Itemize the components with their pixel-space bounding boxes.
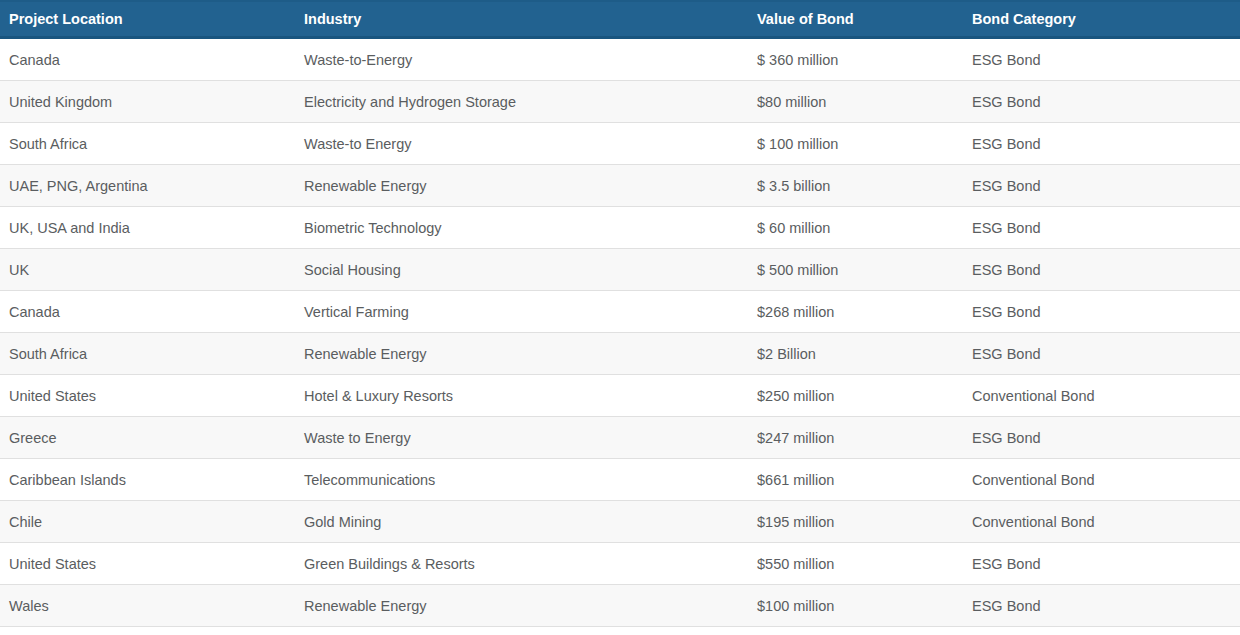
cell-bond-category: ESG Bond	[963, 430, 1240, 446]
table-row: Caribbean Islands Telecommunications $66…	[0, 459, 1240, 501]
cell-project-location: United States	[0, 556, 295, 572]
cell-value-of-bond: $550 million	[748, 556, 963, 572]
cell-industry: Electricity and Hydrogen Storage	[295, 94, 748, 110]
cell-bond-category: ESG Bond	[963, 598, 1240, 614]
cell-project-location: Greece	[0, 430, 295, 446]
cell-industry: Social Housing	[295, 262, 748, 278]
column-header-project-location: Project Location	[0, 11, 295, 27]
cell-industry: Waste-to Energy	[295, 136, 748, 152]
table-row: South Africa Waste-to Energy $ 100 milli…	[0, 123, 1240, 165]
cell-project-location: UAE, PNG, Argentina	[0, 178, 295, 194]
table-row: United States Hotel & Luxury Resorts $25…	[0, 375, 1240, 417]
cell-value-of-bond: $250 million	[748, 388, 963, 404]
cell-value-of-bond: $ 60 million	[748, 220, 963, 236]
table-row: South Africa Renewable Energy $2 Billion…	[0, 333, 1240, 375]
cell-project-location: United States	[0, 388, 295, 404]
bond-projects-table: Project Location Industry Value of Bond …	[0, 0, 1240, 627]
table-row: United Kingdom Electricity and Hydrogen …	[0, 81, 1240, 123]
cell-value-of-bond: $ 3.5 billion	[748, 178, 963, 194]
cell-project-location: UK, USA and India	[0, 220, 295, 236]
cell-value-of-bond: $268 million	[748, 304, 963, 320]
cell-industry: Gold Mining	[295, 514, 748, 530]
table-row: Canada Vertical Farming $268 million ESG…	[0, 291, 1240, 333]
cell-bond-category: Conventional Bond	[963, 514, 1240, 530]
table-row: UAE, PNG, Argentina Renewable Energy $ 3…	[0, 165, 1240, 207]
cell-project-location: Canada	[0, 304, 295, 320]
cell-project-location: South Africa	[0, 136, 295, 152]
cell-project-location: Canada	[0, 52, 295, 68]
cell-value-of-bond: $247 million	[748, 430, 963, 446]
cell-bond-category: ESG Bond	[963, 346, 1240, 362]
column-header-bond-category: Bond Category	[963, 11, 1240, 27]
cell-industry: Vertical Farming	[295, 304, 748, 320]
table-row: UK, USA and India Biometric Technology $…	[0, 207, 1240, 249]
table-row: United States Green Buildings & Resorts …	[0, 543, 1240, 585]
cell-bond-category: ESG Bond	[963, 304, 1240, 320]
cell-value-of-bond: $ 500 million	[748, 262, 963, 278]
cell-bond-category: ESG Bond	[963, 262, 1240, 278]
table-row: Wales Renewable Energy $100 million ESG …	[0, 585, 1240, 627]
cell-bond-category: ESG Bond	[963, 220, 1240, 236]
cell-bond-category: ESG Bond	[963, 94, 1240, 110]
cell-project-location: United Kingdom	[0, 94, 295, 110]
cell-bond-category: ESG Bond	[963, 178, 1240, 194]
cell-value-of-bond: $195 million	[748, 514, 963, 530]
cell-value-of-bond: $ 100 million	[748, 136, 963, 152]
cell-bond-category: ESG Bond	[963, 136, 1240, 152]
cell-bond-category: ESG Bond	[963, 556, 1240, 572]
table-row: Greece Waste to Energy $247 million ESG …	[0, 417, 1240, 459]
table-header-row: Project Location Industry Value of Bond …	[0, 0, 1240, 39]
cell-project-location: Wales	[0, 598, 295, 614]
cell-industry: Biometric Technology	[295, 220, 748, 236]
cell-value-of-bond: $100 million	[748, 598, 963, 614]
cell-bond-category: Conventional Bond	[963, 388, 1240, 404]
cell-industry: Telecommunications	[295, 472, 748, 488]
cell-industry: Renewable Energy	[295, 346, 748, 362]
cell-project-location: South Africa	[0, 346, 295, 362]
cell-value-of-bond: $80 million	[748, 94, 963, 110]
cell-industry: Hotel & Luxury Resorts	[295, 388, 748, 404]
table-body: Canada Waste-to-Energy $ 360 million ESG…	[0, 39, 1240, 627]
cell-industry: Waste to Energy	[295, 430, 748, 446]
table-row: Canada Waste-to-Energy $ 360 million ESG…	[0, 39, 1240, 81]
cell-bond-category: ESG Bond	[963, 52, 1240, 68]
cell-value-of-bond: $661 million	[748, 472, 963, 488]
cell-industry: Renewable Energy	[295, 178, 748, 194]
table-row: Chile Gold Mining $195 million Conventio…	[0, 501, 1240, 543]
cell-industry: Green Buildings & Resorts	[295, 556, 748, 572]
cell-value-of-bond: $2 Billion	[748, 346, 963, 362]
cell-bond-category: Conventional Bond	[963, 472, 1240, 488]
cell-project-location: UK	[0, 262, 295, 278]
cell-project-location: Caribbean Islands	[0, 472, 295, 488]
cell-industry: Renewable Energy	[295, 598, 748, 614]
cell-industry: Waste-to-Energy	[295, 52, 748, 68]
cell-project-location: Chile	[0, 514, 295, 530]
column-header-value-of-bond: Value of Bond	[748, 11, 963, 27]
column-header-industry: Industry	[295, 11, 748, 27]
cell-value-of-bond: $ 360 million	[748, 52, 963, 68]
table-row: UK Social Housing $ 500 million ESG Bond	[0, 249, 1240, 291]
